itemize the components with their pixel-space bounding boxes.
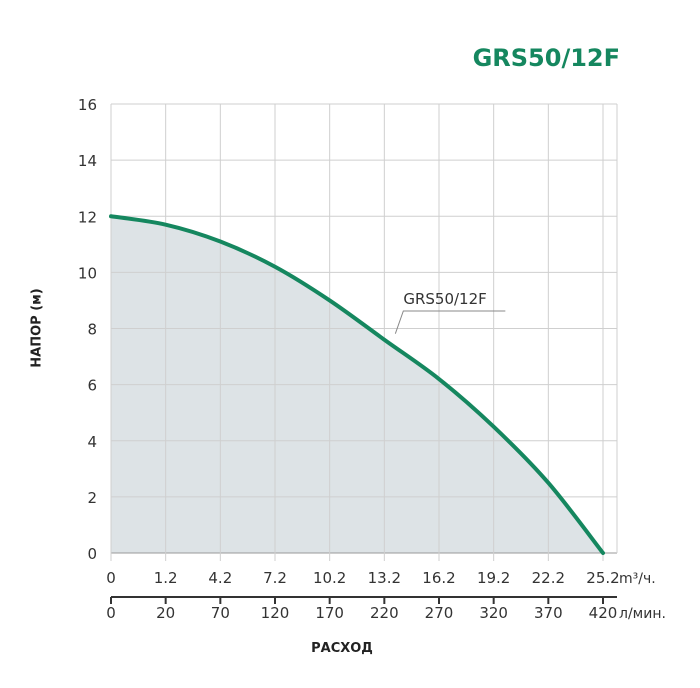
- x-tick-label-secondary: 420: [589, 604, 618, 622]
- y-tick-label: 2: [87, 489, 97, 507]
- series-line: [109, 214, 605, 555]
- y-tick-label: 4: [87, 433, 97, 451]
- x-axis-label: РАСХОД: [311, 641, 373, 656]
- x-unit-primary: m³/ч.: [619, 571, 656, 587]
- y-tick-label: 0: [87, 545, 97, 563]
- x-tick-label-primary: 10.2: [313, 569, 346, 587]
- y-tick-label: 16: [78, 96, 97, 114]
- y-tick-label: 10: [78, 264, 97, 282]
- x-tick-label-secondary: 20: [156, 604, 175, 622]
- x-tick-label-primary: 1.2: [154, 569, 178, 587]
- x-tick-label-primary: 0: [106, 569, 116, 587]
- x-tick-label-secondary: 370: [534, 604, 563, 622]
- x-tick-label-secondary: 120: [261, 604, 290, 622]
- x-tick-label-secondary: 0: [106, 604, 116, 622]
- x-tick-label-primary: 16.2: [422, 569, 455, 587]
- y-tick-label: 8: [87, 321, 97, 339]
- x-tick-label-primary: 22.2: [532, 569, 565, 587]
- x-tick-label-secondary: 270: [425, 604, 454, 622]
- x-tick-label-primary: 19.2: [477, 569, 510, 587]
- series-label: GRS50/12F: [403, 290, 486, 308]
- chart-title: GRS50/12F: [472, 44, 620, 72]
- y-tick-label: 6: [87, 377, 97, 395]
- x-tick-label-secondary: 320: [479, 604, 508, 622]
- x-tick-label-primary: 7.2: [263, 569, 287, 587]
- x-tick-label-secondary: 70: [211, 604, 230, 622]
- series-label-leader: [394, 310, 506, 334]
- x-tick-label-primary: 25.2: [586, 569, 619, 587]
- x-tick-label-primary: 13.2: [368, 569, 401, 587]
- x-tick-label-secondary: 170: [315, 604, 344, 622]
- x-tick-label-secondary: 220: [370, 604, 399, 622]
- x-tick-label-primary: 4.2: [208, 569, 232, 587]
- y-tick-label: 14: [78, 152, 97, 170]
- y-tick-label: 12: [78, 208, 97, 226]
- x-unit-secondary: л/мин.: [619, 606, 666, 622]
